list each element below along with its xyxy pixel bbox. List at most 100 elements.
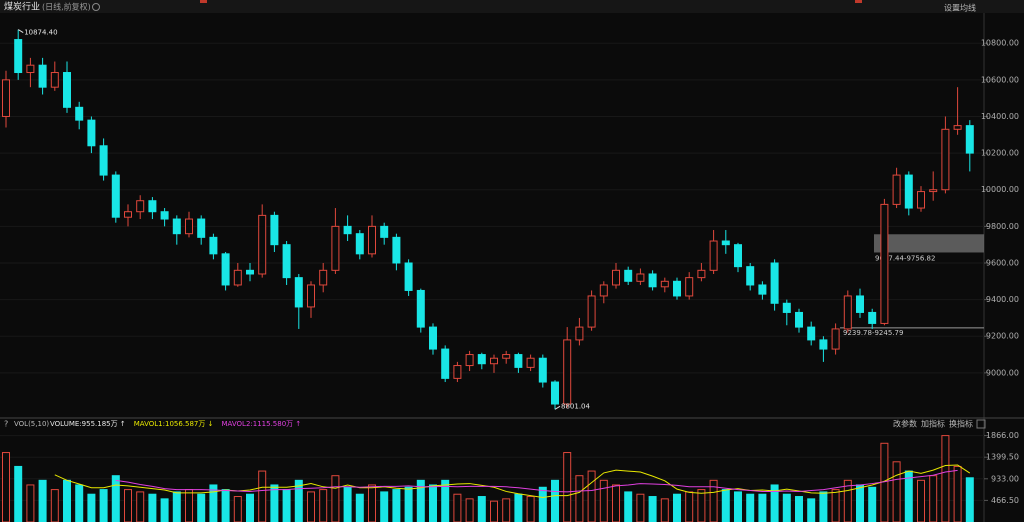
candle-body (38, 64, 47, 88)
candle-body (673, 280, 681, 297)
y-tick-label: 9000.00 (986, 368, 1019, 377)
volume-bar (953, 465, 962, 522)
candle-body (721, 240, 730, 246)
volume-bar (856, 484, 864, 522)
range-label: 9657.44-9756.82 (875, 254, 935, 262)
volume-bar (624, 491, 633, 522)
pane-button[interactable]: 加指标 (921, 419, 945, 429)
ma-settings[interactable]: 设置均线 (944, 3, 976, 13)
y-tick-label: 9400.00 (986, 295, 1019, 304)
candle-body (953, 125, 962, 130)
volume-bar (233, 496, 242, 522)
candle-body (843, 295, 852, 330)
volume-bar (599, 479, 608, 522)
candle-body (892, 174, 901, 205)
volume-bar (172, 491, 181, 522)
low-label: 8801.04 (561, 402, 590, 410)
volume-bar (673, 493, 681, 522)
volume-bar (355, 493, 364, 522)
candle-body (575, 326, 584, 341)
candle-body (258, 214, 267, 275)
candle-body (697, 269, 706, 279)
volume-bar (575, 475, 584, 522)
y-tick-label: 1866.00 (986, 431, 1019, 440)
candle-body (514, 354, 523, 368)
volume-bar (14, 465, 23, 522)
candle-body (709, 240, 718, 271)
volume-bar (148, 493, 157, 522)
y-tick-label: 10800.00 (981, 39, 1019, 48)
volume-bar (2, 452, 10, 522)
volume-bar (160, 498, 169, 522)
volume-bar (526, 496, 535, 522)
y-tick-label: 10400.00 (981, 112, 1019, 121)
candle-body (307, 284, 315, 308)
settings-icon[interactable] (92, 3, 100, 11)
volume-bar (136, 491, 145, 522)
volume-bar (197, 493, 206, 522)
candle-body (233, 269, 242, 286)
candle-body (294, 277, 303, 308)
y-tick-label: 9600.00 (986, 258, 1019, 267)
candle-body (380, 225, 389, 238)
volume-bar (490, 500, 498, 522)
y-tick-label: 10600.00 (981, 75, 1019, 84)
candle-body (904, 174, 913, 209)
volume-bar (319, 489, 328, 522)
close-pane[interactable] (976, 419, 986, 429)
candle-body (392, 236, 401, 264)
candle-body (807, 326, 816, 341)
volume-bar (270, 484, 279, 522)
volume-bar (294, 479, 303, 522)
candle-body (685, 277, 694, 297)
volume-bar (75, 484, 84, 522)
candle-body (319, 269, 328, 286)
volume-bar (392, 489, 401, 522)
candle-body (624, 269, 633, 282)
candle-body (124, 211, 132, 218)
y-tick-label: 9200.00 (986, 332, 1019, 341)
candle-body (404, 262, 413, 291)
volume-bar (721, 489, 730, 522)
candle-body (416, 289, 425, 328)
volume-bar (941, 435, 950, 522)
candle-body (563, 339, 572, 405)
volume-bar (807, 498, 816, 522)
ma-line (115, 469, 958, 493)
candle-body (343, 225, 352, 235)
candle-body (209, 236, 218, 255)
volume-bar (782, 493, 791, 522)
volume-bar (709, 479, 718, 522)
candle-body (965, 125, 974, 154)
readout: MAVOL1:1056.587万 ↓ (134, 420, 214, 428)
volume-bar (111, 475, 120, 522)
candle-body (490, 357, 498, 365)
y-tick-label: 9800.00 (986, 222, 1019, 231)
candle-body (148, 200, 157, 213)
volume-bar (87, 493, 96, 522)
candle-body (636, 273, 645, 282)
y-tick-label: 10000.00 (981, 185, 1019, 194)
vol-icon[interactable]: ? (4, 420, 8, 429)
candle-body (526, 357, 535, 368)
volume-bar (697, 489, 706, 522)
pane-button[interactable]: 换指标 (949, 419, 973, 429)
pane-button[interactable]: 改参数 (893, 419, 917, 429)
candle-body (538, 357, 547, 383)
candle-body (917, 191, 925, 209)
volume-bar (185, 489, 193, 522)
candle-body (282, 244, 291, 279)
ma-line (54, 464, 971, 498)
volume-bar (843, 479, 852, 522)
volume-bar (331, 475, 340, 522)
candle-body (782, 302, 791, 313)
volume-bar (551, 479, 559, 522)
low-pointer (554, 405, 561, 410)
candle-body (441, 348, 450, 379)
candle-body (63, 72, 71, 108)
pane-title: VOL(5,10) (14, 420, 49, 428)
volume-bar (831, 489, 840, 522)
volume-bar (819, 491, 828, 522)
candle-body (648, 273, 657, 288)
candle-body (502, 354, 511, 359)
